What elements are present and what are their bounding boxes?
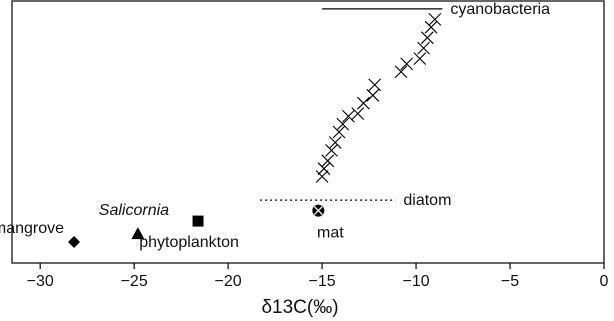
x-point: [328, 136, 342, 149]
x-point: [336, 117, 350, 131]
x-tick-label: 0: [600, 273, 609, 290]
x-point: [394, 65, 408, 79]
x-point: [342, 109, 355, 123]
x-axis-title: δ13C(‰): [261, 297, 338, 318]
point-label: phytoplankton: [139, 234, 239, 251]
x-point: [325, 143, 338, 157]
x-point: [424, 20, 438, 34]
x-tick-label: −5: [501, 273, 519, 290]
x-tick-label: −30: [27, 273, 54, 290]
x-point: [428, 12, 442, 26]
triangle-point: [131, 227, 145, 240]
x-tick-label: −20: [215, 273, 242, 290]
range-line-label: diatom: [403, 192, 451, 209]
x-point: [400, 57, 414, 71]
x-point: [332, 125, 346, 139]
square-point: [192, 215, 204, 227]
x-tick-label: −10: [402, 273, 429, 290]
x-point: [357, 96, 370, 110]
x-axis-ticks: −30 −25 −20 −15 −10 −5 0: [27, 263, 609, 290]
point-label: Salicornia: [99, 202, 169, 219]
x-tick-label: −15: [309, 273, 336, 290]
x-point: [317, 162, 331, 176]
x-point: [368, 78, 382, 92]
x-point: [321, 154, 335, 168]
x-point: [420, 31, 434, 45]
range-line-label: cyanobacteria: [450, 1, 550, 18]
x-point: [351, 107, 365, 121]
x-tick-label: −25: [121, 273, 148, 290]
x-point: [366, 88, 380, 102]
x-point: [315, 170, 329, 183]
x-point: [413, 52, 427, 66]
range-lines: [260, 8, 443, 201]
plot-frame: [11, 0, 605, 264]
point-label: mat: [317, 225, 344, 242]
circle-point-cross: [313, 206, 323, 216]
diamond-point: [68, 236, 81, 249]
x-point: [417, 41, 430, 55]
data-marks: [68, 12, 442, 249]
plot-border: [11, 0, 605, 264]
